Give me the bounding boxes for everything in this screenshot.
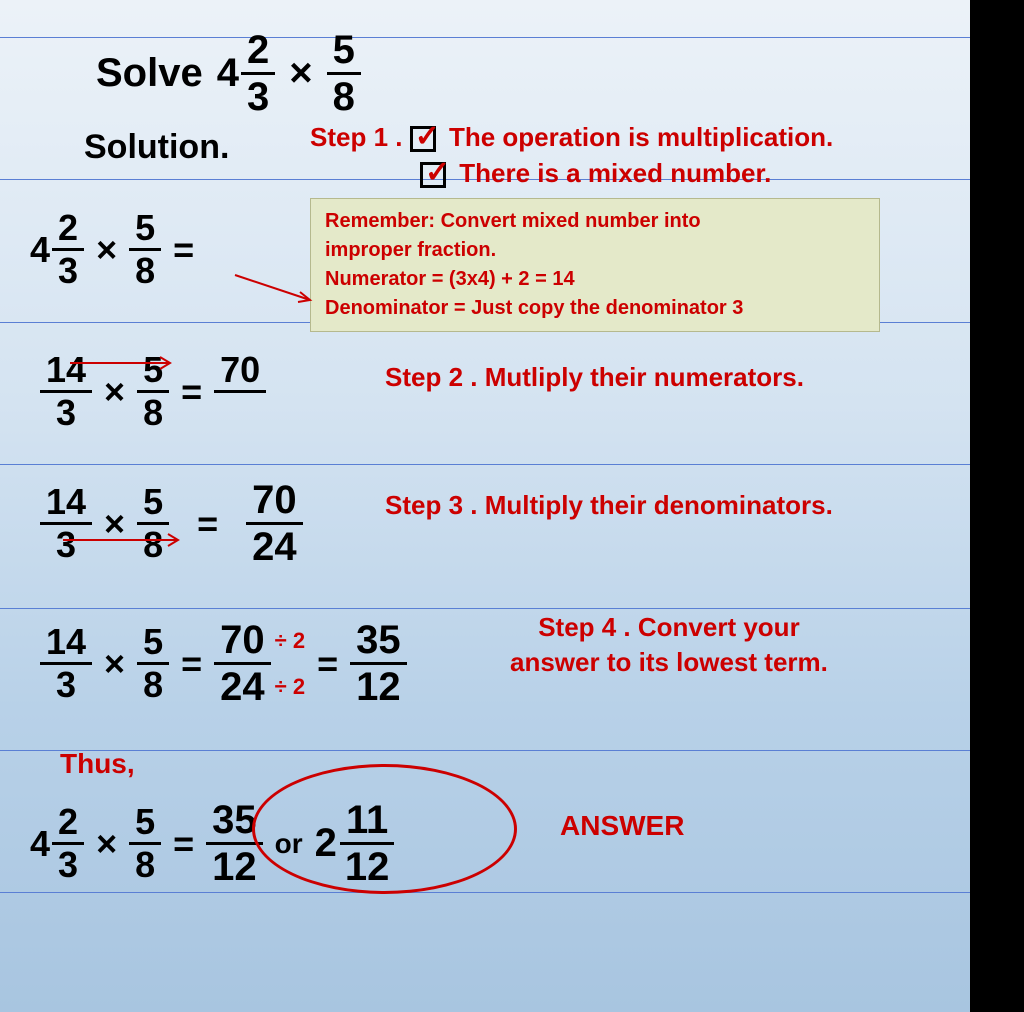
note-line: Remember: Convert mixed number into (325, 207, 865, 236)
division-annotations: ÷ 2 ÷ 2 (275, 628, 305, 700)
denominator: 8 (129, 251, 161, 289)
numerator: 2 (52, 804, 84, 845)
note-line: Numerator = (3x4) + 2 = 14 (325, 265, 865, 294)
fraction: 2 3 (52, 210, 84, 289)
step4-label-2: answer to its lowest term. (510, 645, 828, 680)
numerator: 35 (350, 620, 407, 665)
fraction: 5 8 (129, 210, 161, 289)
arrow-icon (48, 530, 188, 550)
step1-line1: The operation is multiplication. (449, 122, 833, 152)
solution-label: Solution. (84, 128, 229, 167)
equals: = (317, 643, 338, 685)
fraction: 70 24 (246, 480, 303, 567)
equation-3: 14 3 × 5 8 = 70 24 (40, 480, 303, 567)
denominator: 3 (52, 251, 84, 289)
divide-by-2: ÷ 2 (275, 628, 305, 654)
denominator (229, 393, 251, 431)
fraction: 5 8 (129, 804, 161, 883)
fraction: 14 3 (40, 624, 92, 703)
equals: = (181, 371, 202, 413)
denominator: 8 (327, 75, 361, 117)
denominator: 3 (50, 665, 82, 703)
denominator: 8 (129, 845, 161, 883)
fraction: 35 12 (350, 620, 407, 707)
reminder-note: Remember: Convert mixed number into impr… (310, 198, 880, 332)
mixed-number: 4 2 3 (30, 804, 84, 883)
denominator: 8 (137, 665, 169, 703)
whole-part: 4 (217, 51, 239, 96)
denominator: 3 (241, 75, 275, 117)
denominator: 24 (246, 525, 303, 567)
denominator: 3 (52, 845, 84, 883)
equals: = (197, 503, 218, 545)
denominator: 24 (214, 665, 271, 707)
numerator: 14 (40, 484, 92, 525)
operator: × (289, 51, 312, 96)
equation-4: 14 3 × 5 8 = 70 24 ÷ 2 ÷ 2 = 35 (40, 620, 407, 707)
fraction: 14 3 (40, 484, 92, 563)
instruction-text: Solve (96, 51, 203, 96)
black-sidebar (970, 0, 1024, 1012)
fraction: 70 (214, 352, 266, 431)
step2-label: Step 2 . Mutliply their numerators. (385, 362, 804, 393)
whole-part: 4 (30, 229, 50, 271)
denominator: 12 (350, 665, 407, 707)
numerator: 2 (52, 210, 84, 251)
paper-background: Solve 4 2 3 × 5 8 Solution. Step 1 . The… (0, 0, 970, 1012)
note-line: Denominator = Just copy the denominator … (325, 294, 865, 323)
answer-circle (252, 764, 517, 894)
step1-line2: There is a mixed number. (459, 158, 771, 188)
numerator: 2 (241, 30, 275, 75)
arrow-icon (230, 260, 320, 310)
denominator: 3 (50, 393, 82, 431)
step3-label: Step 3 . Multiply their denominators. (385, 490, 833, 521)
step1-label: Step 1 . (310, 122, 402, 152)
answer-label: ANSWER (560, 810, 684, 842)
divide-by-2: ÷ 2 (275, 674, 305, 700)
fraction: 5 8 (327, 30, 361, 117)
arrow-icon (50, 353, 180, 373)
numerator: 5 (129, 210, 161, 251)
checkbox-icon (420, 162, 446, 188)
fraction: 2 3 (241, 30, 275, 117)
numerator: 5 (129, 804, 161, 845)
operator: × (104, 643, 125, 685)
problem-expression: Solve 4 2 3 × 5 8 (96, 30, 361, 117)
note-line: improper fraction. (325, 236, 865, 265)
numerator: 14 (40, 624, 92, 665)
content-layer: Solve 4 2 3 × 5 8 Solution. Step 1 . The… (0, 0, 970, 1012)
numerator: 5 (137, 624, 169, 665)
step1-block: Step 1 . The operation is multiplication… (310, 122, 833, 153)
equals: = (181, 643, 202, 685)
numerator: 5 (327, 30, 361, 75)
mixed-number: 4 2 3 (30, 210, 84, 289)
numerator: 70 (246, 480, 303, 525)
equals: = (173, 229, 194, 271)
fraction: 2 3 (52, 804, 84, 883)
denominator: 8 (137, 393, 169, 431)
operator: × (96, 823, 117, 865)
mid-fraction-group: 70 24 ÷ 2 ÷ 2 (214, 620, 305, 707)
operator: × (96, 229, 117, 271)
fraction: 5 8 (137, 624, 169, 703)
fraction: 70 24 (214, 620, 271, 707)
mixed-number: 4 2 3 (217, 30, 276, 117)
step4-label-1: Step 4 . Convert your (510, 610, 828, 645)
thus-label: Thus, (60, 748, 135, 780)
fraction: 35 12 (206, 800, 263, 887)
operator: × (104, 371, 125, 413)
denominator: 12 (206, 845, 263, 887)
fraction: 5 8 (137, 484, 169, 563)
equals: = (173, 823, 194, 865)
numerator: 70 (214, 352, 266, 393)
numerator: 70 (214, 620, 271, 665)
whole-part: 4 (30, 823, 50, 865)
checkbox-icon (410, 126, 436, 152)
numerator: 5 (137, 484, 169, 525)
step1-line2-block: There is a mixed number. (420, 158, 771, 189)
step4-block: Step 4 . Convert your answer to its lowe… (510, 610, 828, 680)
equation-1: 4 2 3 × 5 8 = (30, 210, 194, 289)
